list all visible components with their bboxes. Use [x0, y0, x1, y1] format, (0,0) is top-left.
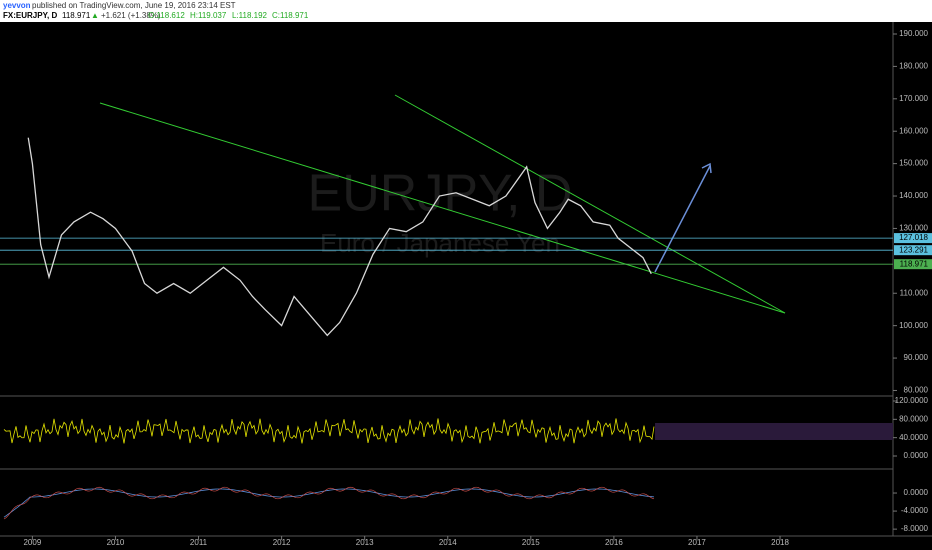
symbol: FX:EURJPY, D — [3, 11, 57, 20]
arrow-head — [701, 162, 712, 174]
change: +1.621 (+1.38%) — [101, 11, 161, 20]
y-tick-label: 140.000 — [899, 191, 928, 200]
header-bar — [0, 0, 932, 22]
rsi-band — [655, 423, 893, 440]
x-tick-label: 2014 — [439, 538, 457, 547]
y-tick-label: 130.000 — [899, 224, 928, 233]
y-tick-label: -4.0000 — [901, 506, 929, 515]
x-tick-label: 2018 — [771, 538, 789, 547]
price-tag — [894, 245, 932, 256]
y-tick-label: 90.000 — [904, 353, 929, 362]
y-tick-label: 80.0000 — [899, 414, 928, 423]
y-tick-label: 110.000 — [900, 288, 929, 297]
high: H:119.037 — [190, 11, 227, 20]
x-tick-label: 2013 — [356, 538, 374, 547]
y-tick-label: 0.0000 — [904, 488, 929, 497]
y-tick-label: -8.0000 — [901, 524, 929, 533]
y-tick-label: 160.000 — [899, 126, 928, 135]
open: O:118.612 — [148, 11, 185, 20]
last: 118.971 — [62, 11, 91, 20]
arrow: ▲ — [91, 11, 99, 20]
close: C:118.971 — [272, 11, 309, 20]
y-tick-label: 40.0000 — [899, 433, 928, 442]
y-tick-label: 180.000 — [899, 62, 928, 71]
y-tick-label: 190.000 — [899, 29, 928, 38]
low: L:118.192 — [232, 11, 268, 20]
y-tick-label: 80.000 — [904, 386, 929, 395]
x-tick-label: 2011 — [190, 538, 208, 547]
y-tick-label: 170.000 — [899, 94, 928, 103]
price-line — [27, 137, 652, 337]
forecast-arrow — [654, 165, 711, 273]
author: yevvon — [3, 1, 31, 10]
trend-line — [99, 102, 786, 314]
price-tag — [894, 233, 932, 244]
price-tag-label: 118.971 — [900, 259, 929, 268]
signal-line — [3, 486, 655, 520]
macd-line — [3, 488, 655, 518]
price-tag-label: 127.018 — [899, 233, 928, 242]
y-tick-label: 120.0000 — [895, 396, 929, 405]
y-tick-label: 0.0000 — [904, 451, 929, 460]
x-tick-label: 2009 — [23, 538, 41, 547]
price-tag-label: 123.291 — [899, 245, 928, 254]
x-tick-label: 2016 — [605, 538, 623, 547]
rsi-line — [3, 418, 655, 444]
x-tick-label: 2017 — [688, 538, 706, 547]
y-tick-label: 100.000 — [899, 321, 928, 330]
trend-line — [394, 94, 786, 314]
price-tag — [894, 259, 932, 270]
published: published on TradingView.com, June 19, 2… — [32, 1, 236, 10]
x-tick-label: 2010 — [107, 538, 125, 547]
x-tick-label: 2012 — [273, 538, 291, 547]
watermark-subtitle: Euro / Japanese Yen — [320, 228, 560, 258]
x-tick-label: 2015 — [522, 538, 540, 547]
y-tick-label: 150.000 — [899, 159, 928, 168]
